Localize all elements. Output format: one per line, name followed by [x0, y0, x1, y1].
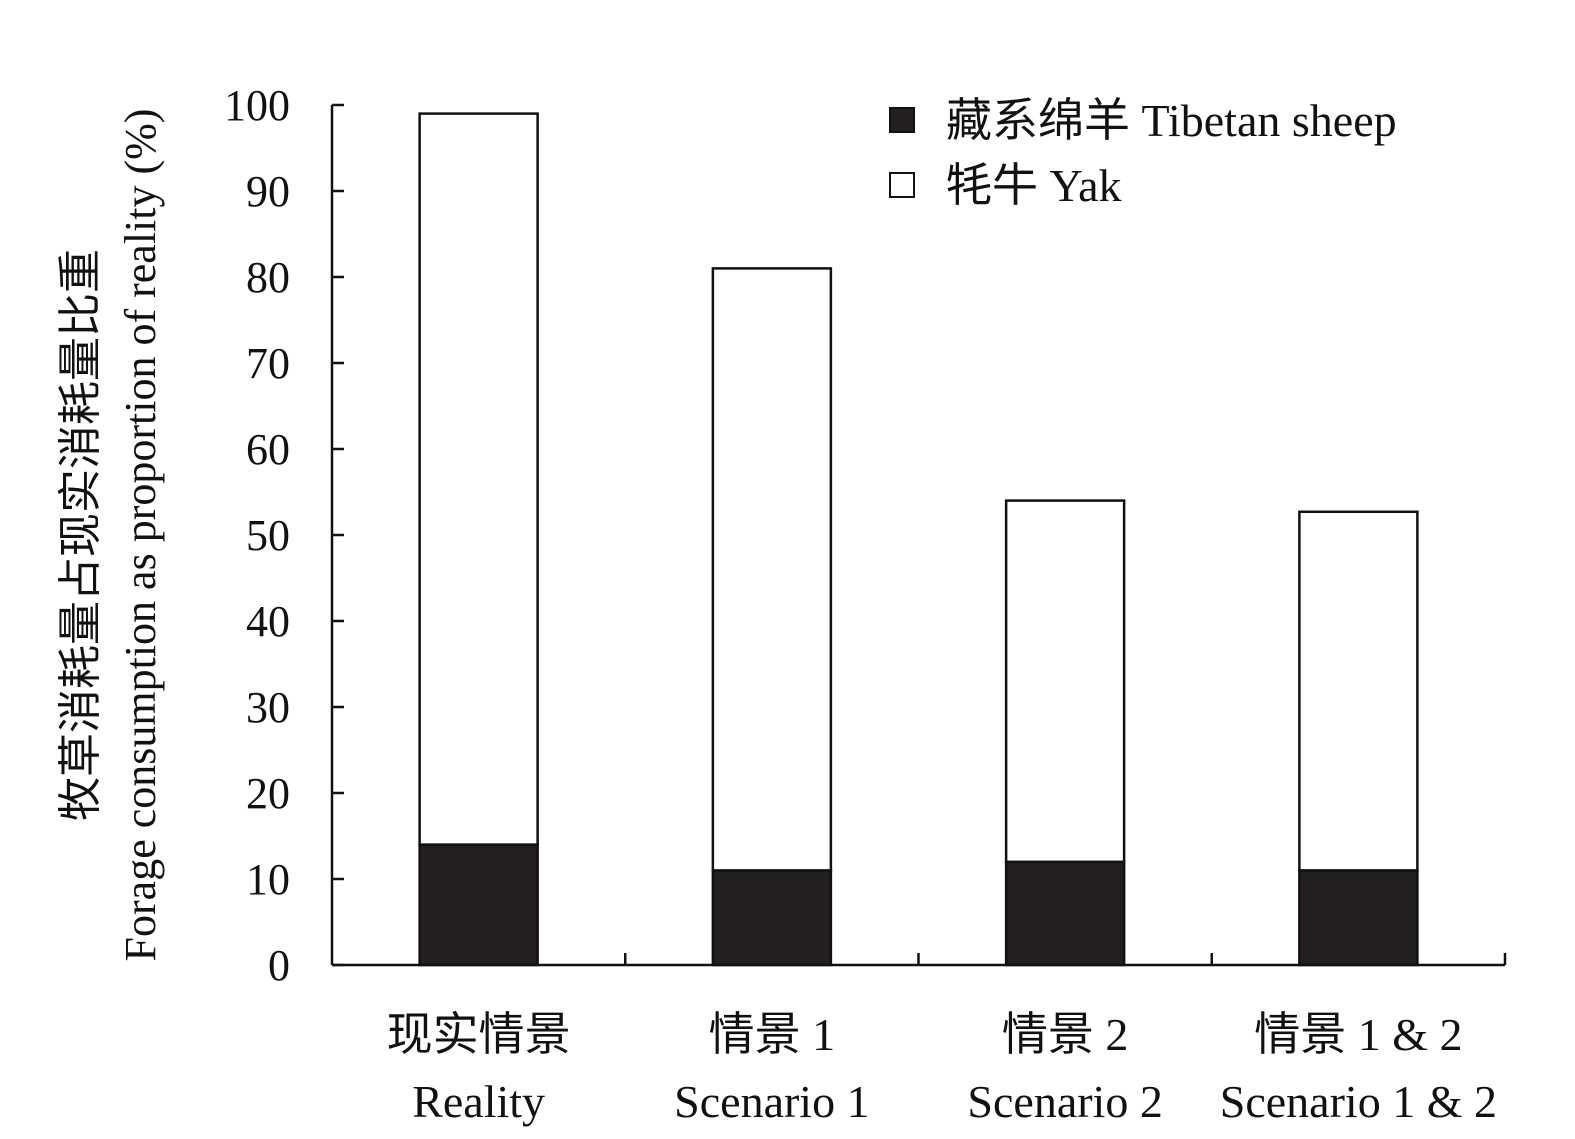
x-axis-ticks — [624, 953, 1507, 965]
legend-label-yak: 牦牛 Yak — [946, 160, 1122, 211]
y-tick-label: 80 — [246, 253, 290, 302]
x-category-label-english: Scenario 1 & 2 — [1220, 1076, 1497, 1127]
y-axis-title-chinese: 牧草消耗量占现实消耗量比重 — [56, 249, 105, 821]
bar-tibetan-sheep — [418, 843, 539, 967]
bar-yak — [711, 267, 833, 872]
y-axis-ticks: 0 10 20 30 40 50 60 70 80 90 100 — [224, 81, 344, 990]
y-tick-label: 50 — [246, 511, 290, 560]
x-category-label-english: Reality — [412, 1076, 545, 1127]
y-tick-label: 30 — [246, 683, 290, 732]
y-tick-label: 100 — [224, 81, 290, 130]
legend-swatch-tibetan-sheep — [889, 107, 915, 133]
bar-tibetan-sheep — [1004, 860, 1126, 967]
y-tick-label: 90 — [246, 167, 290, 216]
legend-swatch-yak — [889, 172, 915, 198]
y-axis-title-english: Forage consumption as proportion of real… — [116, 109, 165, 962]
y-tick-label: 60 — [246, 425, 290, 474]
y-tick-label: 20 — [246, 769, 290, 818]
bar-yak — [1004, 499, 1126, 864]
legend-label-tibetan-sheep: 藏系绵羊 Tibetan sheep — [946, 95, 1397, 146]
bar-yak — [418, 112, 539, 846]
y-tick-label: 40 — [246, 597, 290, 646]
bar-tibetan-sheep — [1298, 869, 1419, 967]
x-category-label-english: Scenario 1 — [674, 1076, 869, 1127]
x-category-label-english: Scenario 2 — [967, 1076, 1162, 1127]
x-category-label-chinese: 现实情景 — [387, 1009, 571, 1060]
bar-tibetan-sheep — [711, 869, 833, 967]
legend: 藏系绵羊 Tibetan sheep 牦牛 Yak — [889, 95, 1397, 211]
x-category-label-chinese: 情景 1 — [709, 1009, 836, 1060]
x-category-label-chinese: 情景 2 — [1002, 1009, 1129, 1060]
y-tick-label: 10 — [246, 855, 290, 904]
bars: 现实情景 Reality 情景 1 Scenario 1 情景 2 Scenario 2 情… — [387, 112, 1497, 1127]
y-tick-label: 70 — [246, 339, 290, 388]
x-category-label-chinese: 情景 1 & 2 — [1254, 1009, 1462, 1060]
y-tick-label: 0 — [268, 941, 290, 990]
bar-yak — [1298, 510, 1419, 872]
